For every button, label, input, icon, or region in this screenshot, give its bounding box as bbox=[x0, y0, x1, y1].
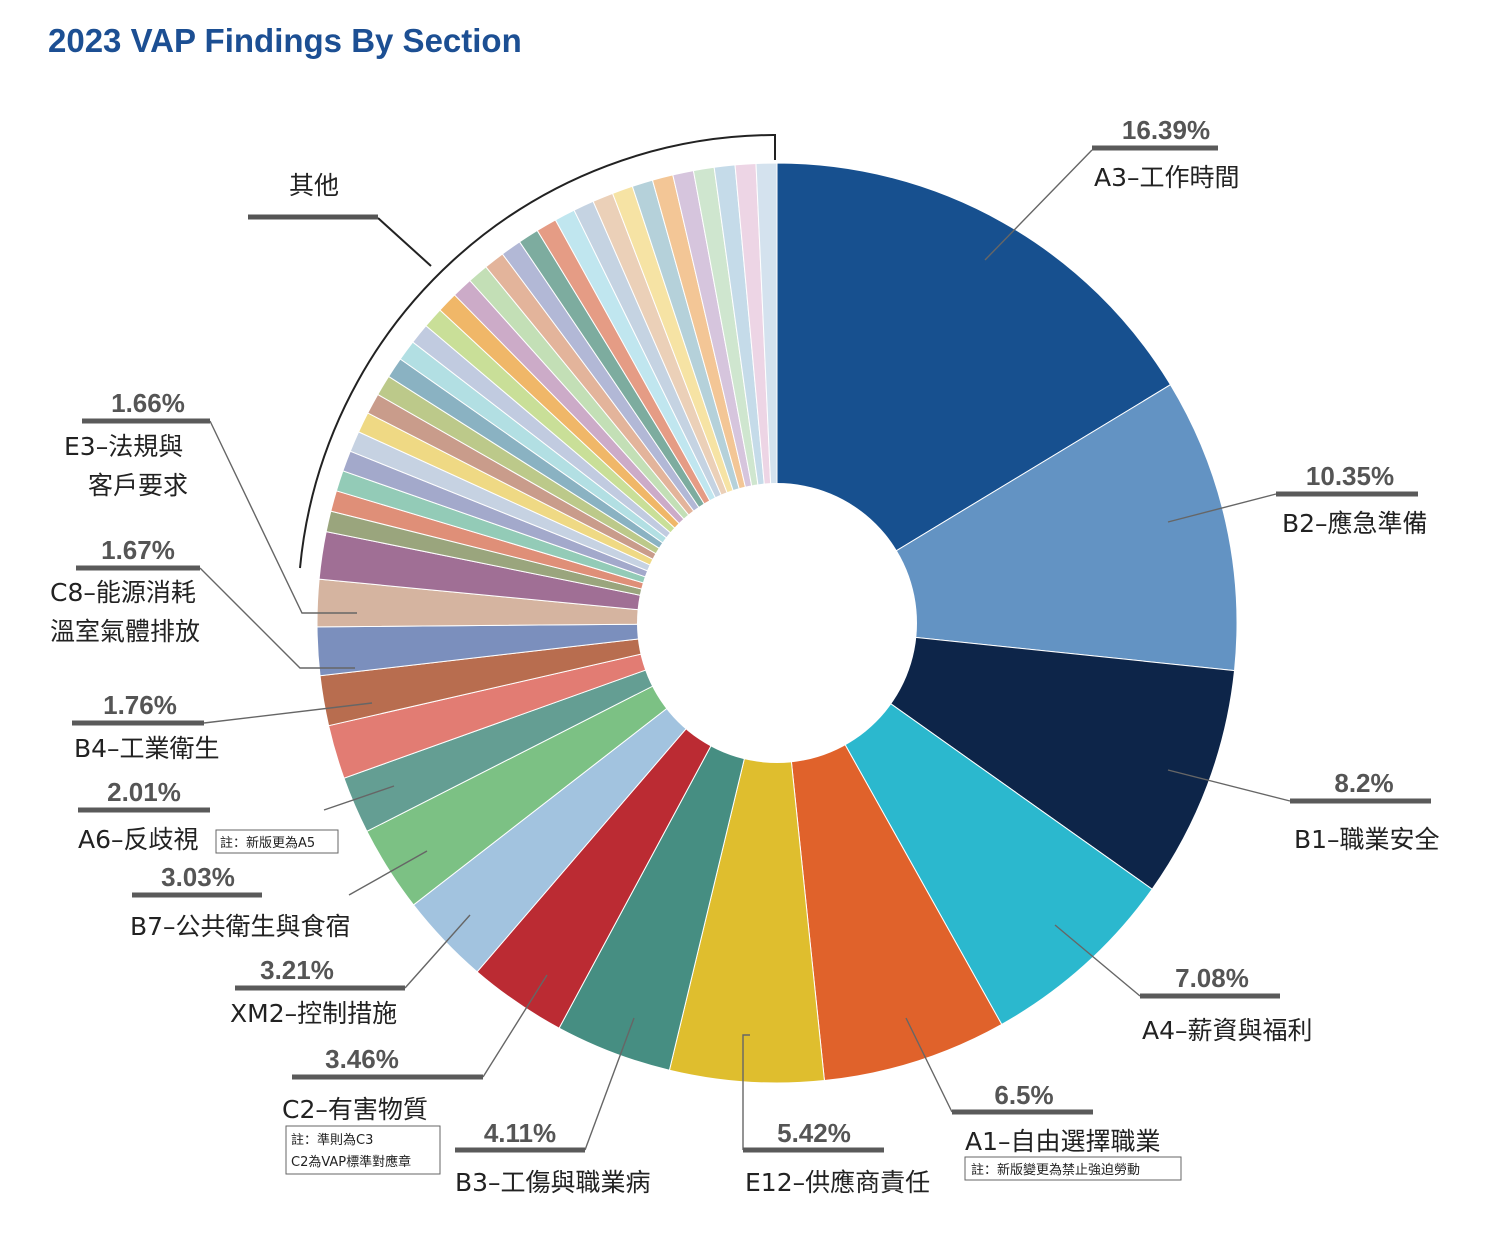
leader-c8 bbox=[199, 567, 355, 669]
leader-xm2 bbox=[404, 914, 471, 989]
note-box-a6 bbox=[215, 829, 339, 854]
leader-a3 bbox=[984, 149, 1093, 261]
label-b3: B3–工傷與職業病 bbox=[455, 1168, 651, 1197]
leader-b7 bbox=[348, 850, 428, 896]
other-label: 其他 bbox=[289, 171, 339, 200]
label-b2: B2–應急準備 bbox=[1282, 509, 1428, 538]
donut-hole bbox=[637, 483, 917, 763]
leader-e3 bbox=[209, 420, 357, 614]
pct-e12: 5.42% bbox=[777, 1118, 851, 1148]
note-c2-line2: C2為VAP標準對應章 bbox=[291, 1154, 411, 1170]
pct-b2: 10.35% bbox=[1306, 461, 1394, 491]
label-a3: A3–工作時間 bbox=[1094, 163, 1240, 192]
pct-a1: 6.5% bbox=[994, 1080, 1053, 1110]
label-e3-line1: E3–法規與 bbox=[64, 432, 183, 461]
other-leader bbox=[377, 217, 432, 267]
label-underlines bbox=[72, 145, 1431, 1153]
note-box-c2 bbox=[285, 1125, 441, 1175]
pct-c8: 1.67% bbox=[101, 535, 175, 565]
label-a1: A1–自由選擇職業 bbox=[965, 1127, 1161, 1156]
leader-b3 bbox=[584, 1017, 635, 1151]
leader-lines bbox=[199, 149, 1291, 1151]
note-a6: 註：新版更為A5 bbox=[220, 835, 315, 851]
label-c8-line1: C8–能源消耗 bbox=[50, 578, 196, 607]
leader-b2 bbox=[1167, 493, 1277, 523]
leader-b1 bbox=[1167, 769, 1291, 802]
label-e12: E12–供應商責任 bbox=[745, 1168, 930, 1197]
leader-a1 bbox=[905, 1017, 953, 1113]
label-b1: B1–職業安全 bbox=[1294, 825, 1440, 854]
label-b4: B4–工業衛生 bbox=[74, 734, 220, 763]
pct-a4: 7.08% bbox=[1175, 963, 1249, 993]
leader-b4 bbox=[203, 702, 373, 724]
label-e3-line2: 客戶要求 bbox=[88, 471, 188, 500]
pct-c2: 3.46% bbox=[325, 1044, 399, 1074]
pct-xm2: 3.21% bbox=[260, 955, 334, 985]
pct-b1: 8.2% bbox=[1334, 768, 1393, 798]
leader-e12 bbox=[742, 1034, 750, 1150]
note-box-a1 bbox=[964, 1156, 1182, 1181]
other-bracket bbox=[299, 134, 776, 569]
pct-a3: 16.39% bbox=[1122, 115, 1210, 145]
label-c8-line2: 溫室氣體排放 bbox=[50, 617, 200, 646]
label-c2: C2–有害物質 bbox=[282, 1095, 428, 1124]
label-a4: A4–薪資與福利 bbox=[1142, 1016, 1313, 1045]
leader-c2 bbox=[482, 974, 548, 1078]
pct-b4: 1.76% bbox=[103, 690, 177, 720]
slice-0 bbox=[776, 162, 1172, 624]
note-a1: 註：新版變更為禁止強迫勞動 bbox=[971, 1162, 1140, 1178]
label-xm2: XM2–控制措施 bbox=[230, 999, 397, 1028]
pct-b7: 3.03% bbox=[161, 862, 235, 892]
chart-title: 2023 VAP Findings By Section bbox=[48, 22, 522, 59]
pct-e3: 1.66% bbox=[111, 388, 185, 418]
label-b7: B7–公共衛生與食宿 bbox=[130, 912, 351, 941]
leader-a4 bbox=[1054, 924, 1141, 997]
note-c2-line1: 註：準則為C3 bbox=[291, 1132, 373, 1148]
label-a6: A6–反歧視 bbox=[78, 825, 199, 854]
pct-a6: 2.01% bbox=[107, 777, 181, 807]
leader-a6 bbox=[323, 785, 395, 811]
pct-b3: 4.11% bbox=[484, 1118, 556, 1148]
